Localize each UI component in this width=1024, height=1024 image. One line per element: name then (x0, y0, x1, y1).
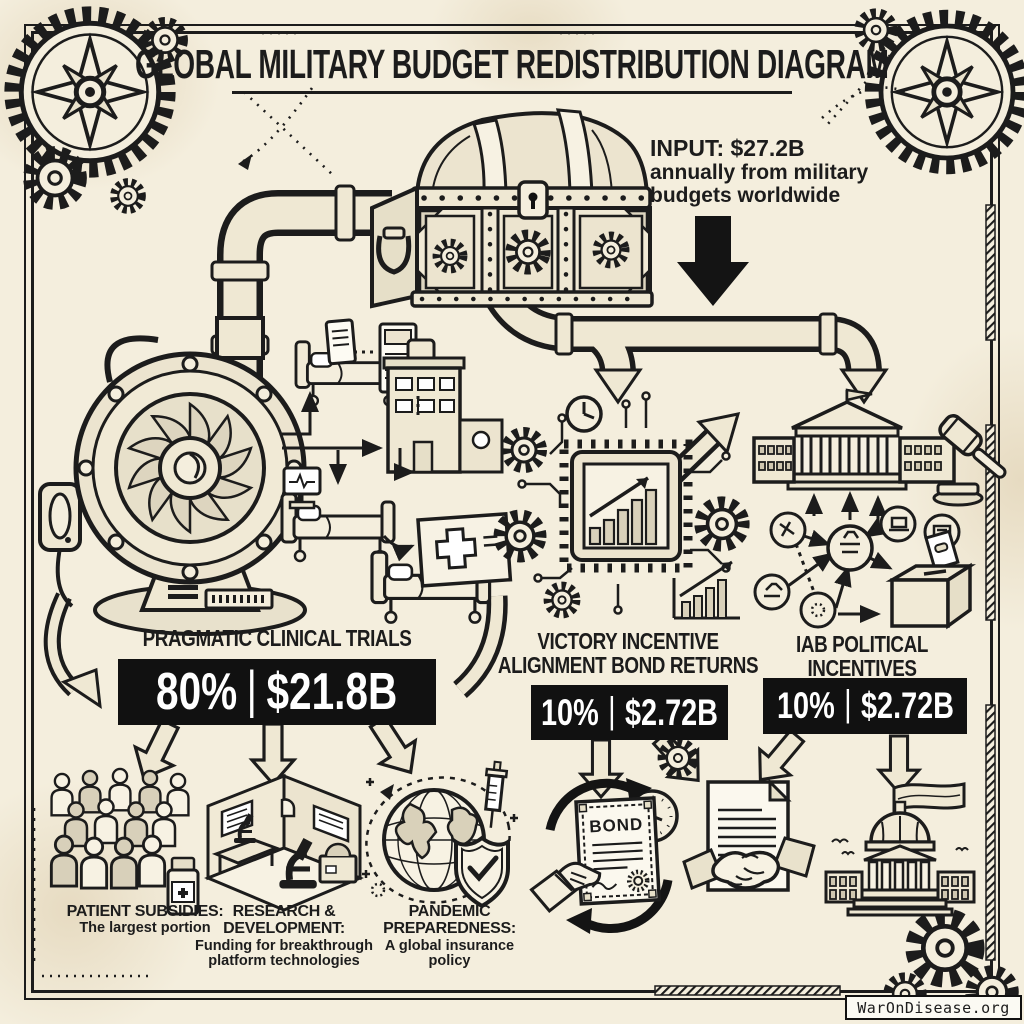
housing-bolts (77, 355, 303, 581)
stat-box-political-incentives: 10% | $2.72B (763, 678, 967, 734)
cluster-output-pipe-fill (456, 595, 504, 695)
page-title-wrap: GLOBAL MILITARY BUDGET REDISTRIBUTION DI… (0, 41, 1024, 94)
treasure-chest-illustration (370, 108, 654, 309)
stat-divider: | (608, 689, 616, 731)
network-node (879, 505, 917, 543)
handshake-icon (682, 836, 816, 890)
microchip-icon (559, 439, 693, 573)
government-illustration (752, 388, 1007, 630)
lab-equipment-icon (280, 798, 358, 884)
microscope-icon (279, 837, 317, 889)
input-arrow (677, 216, 749, 306)
branch-label-bond-returns: VICTORY INCENTIVE ALIGNMENT BOND RETURNS (497, 628, 759, 678)
allocation-patient-subsidies: PATIENT SUBSIDIES: The largest portion (66, 903, 224, 937)
patient-crowd-illustration (49, 767, 200, 916)
bond-certificate-illustration: BOND (529, 778, 679, 934)
lock-icon (517, 180, 549, 220)
input-annotation: INPUT: $27.2B annually from military bud… (650, 135, 940, 207)
lab-table-icon (211, 838, 281, 872)
microscope-icon (234, 813, 256, 843)
branch-label-clinical-trials: PRAGMATIC CLINICAL TRIALS (142, 625, 412, 651)
gear-icon (495, 511, 544, 560)
chip-bar-chart (588, 488, 658, 546)
research-lab-illustration (204, 773, 364, 912)
incentive-network (753, 491, 961, 629)
hospital-cluster-illustration (280, 318, 513, 625)
stat-divider: | (246, 661, 258, 719)
watermark: WarOnDisease.org (845, 995, 1022, 1020)
pipe-right (481, 281, 889, 405)
stat-amount: $21.8B (266, 663, 398, 721)
network-node (799, 591, 837, 629)
gear-icon (548, 586, 577, 615)
input-amount: INPUT: $27.2B (650, 135, 805, 161)
branch-arrowhead (593, 368, 643, 405)
capitol-building-icon (824, 800, 976, 917)
chest-handle-icon (376, 226, 412, 275)
medical-cross-sign-icon (416, 511, 513, 588)
branch-arrowhead (839, 368, 889, 405)
gear-icon (698, 500, 747, 549)
hand-icon (529, 861, 602, 913)
page-title: GLOBAL MILITARY BUDGET REDISTRIBUTION DI… (135, 41, 889, 87)
ballot-box-icon (885, 529, 977, 630)
crowd-icon (49, 767, 190, 890)
pill-bottle-icon (166, 856, 200, 916)
stat-box-bond-returns: 10% | $2.72B (531, 685, 728, 740)
title-underline (232, 91, 792, 94)
stat-amount: $2.72B (860, 685, 954, 726)
dotted-ornament (32, 31, 907, 978)
government-building-icon (752, 388, 956, 491)
stat-amount: $2.72B (624, 691, 719, 733)
network-node (753, 573, 791, 611)
bond-label: BOND (589, 815, 644, 837)
turbine-output-arrow (43, 592, 102, 710)
monitor-icon (282, 466, 322, 510)
cluster-arrows (282, 350, 420, 562)
pipe-left (210, 184, 392, 400)
shield-check-icon (454, 835, 510, 909)
hospital-building-icon (382, 338, 504, 474)
bond-certificate-icon: BOND (574, 796, 662, 906)
stat-share: 10% (776, 685, 835, 726)
clock-icon (565, 395, 603, 433)
pandemic-globe-illustration (362, 760, 518, 909)
handshake-illustration (682, 778, 816, 892)
stat-share: 10% (540, 691, 599, 733)
sparkle-marks (362, 778, 518, 898)
chart-board-icon (324, 318, 357, 366)
mini-bar-chart-icon (672, 560, 740, 620)
network-hub-node (826, 524, 874, 572)
control-panel-icon (204, 588, 274, 610)
wall-chart-icon (220, 799, 350, 843)
allocation-research-development: RESEARCH & DEVELOPMENT: Funding for brea… (194, 903, 373, 970)
hatched-border-segment (654, 204, 996, 996)
branch-label-political-incentives: IAB POLITICAL INCENTIVES (796, 631, 928, 681)
gavel-icon (932, 414, 1007, 507)
stat-share: 80% (156, 663, 238, 721)
allocation-pandemic-preparedness: PANDEMIC PREPAREDNESS: A global insuranc… (383, 903, 516, 970)
turbine-machine-illustration (38, 316, 307, 636)
gauge-icon (38, 482, 82, 608)
stat-divider: | (843, 683, 852, 724)
bird-marks (831, 838, 969, 856)
capitol-illustration (824, 782, 976, 917)
syringe-icon (484, 760, 509, 828)
stat-box-clinical-trials: 80% | $21.8B (118, 659, 436, 725)
gear-icon (506, 432, 542, 468)
chip-circuit-illustration (495, 391, 750, 620)
